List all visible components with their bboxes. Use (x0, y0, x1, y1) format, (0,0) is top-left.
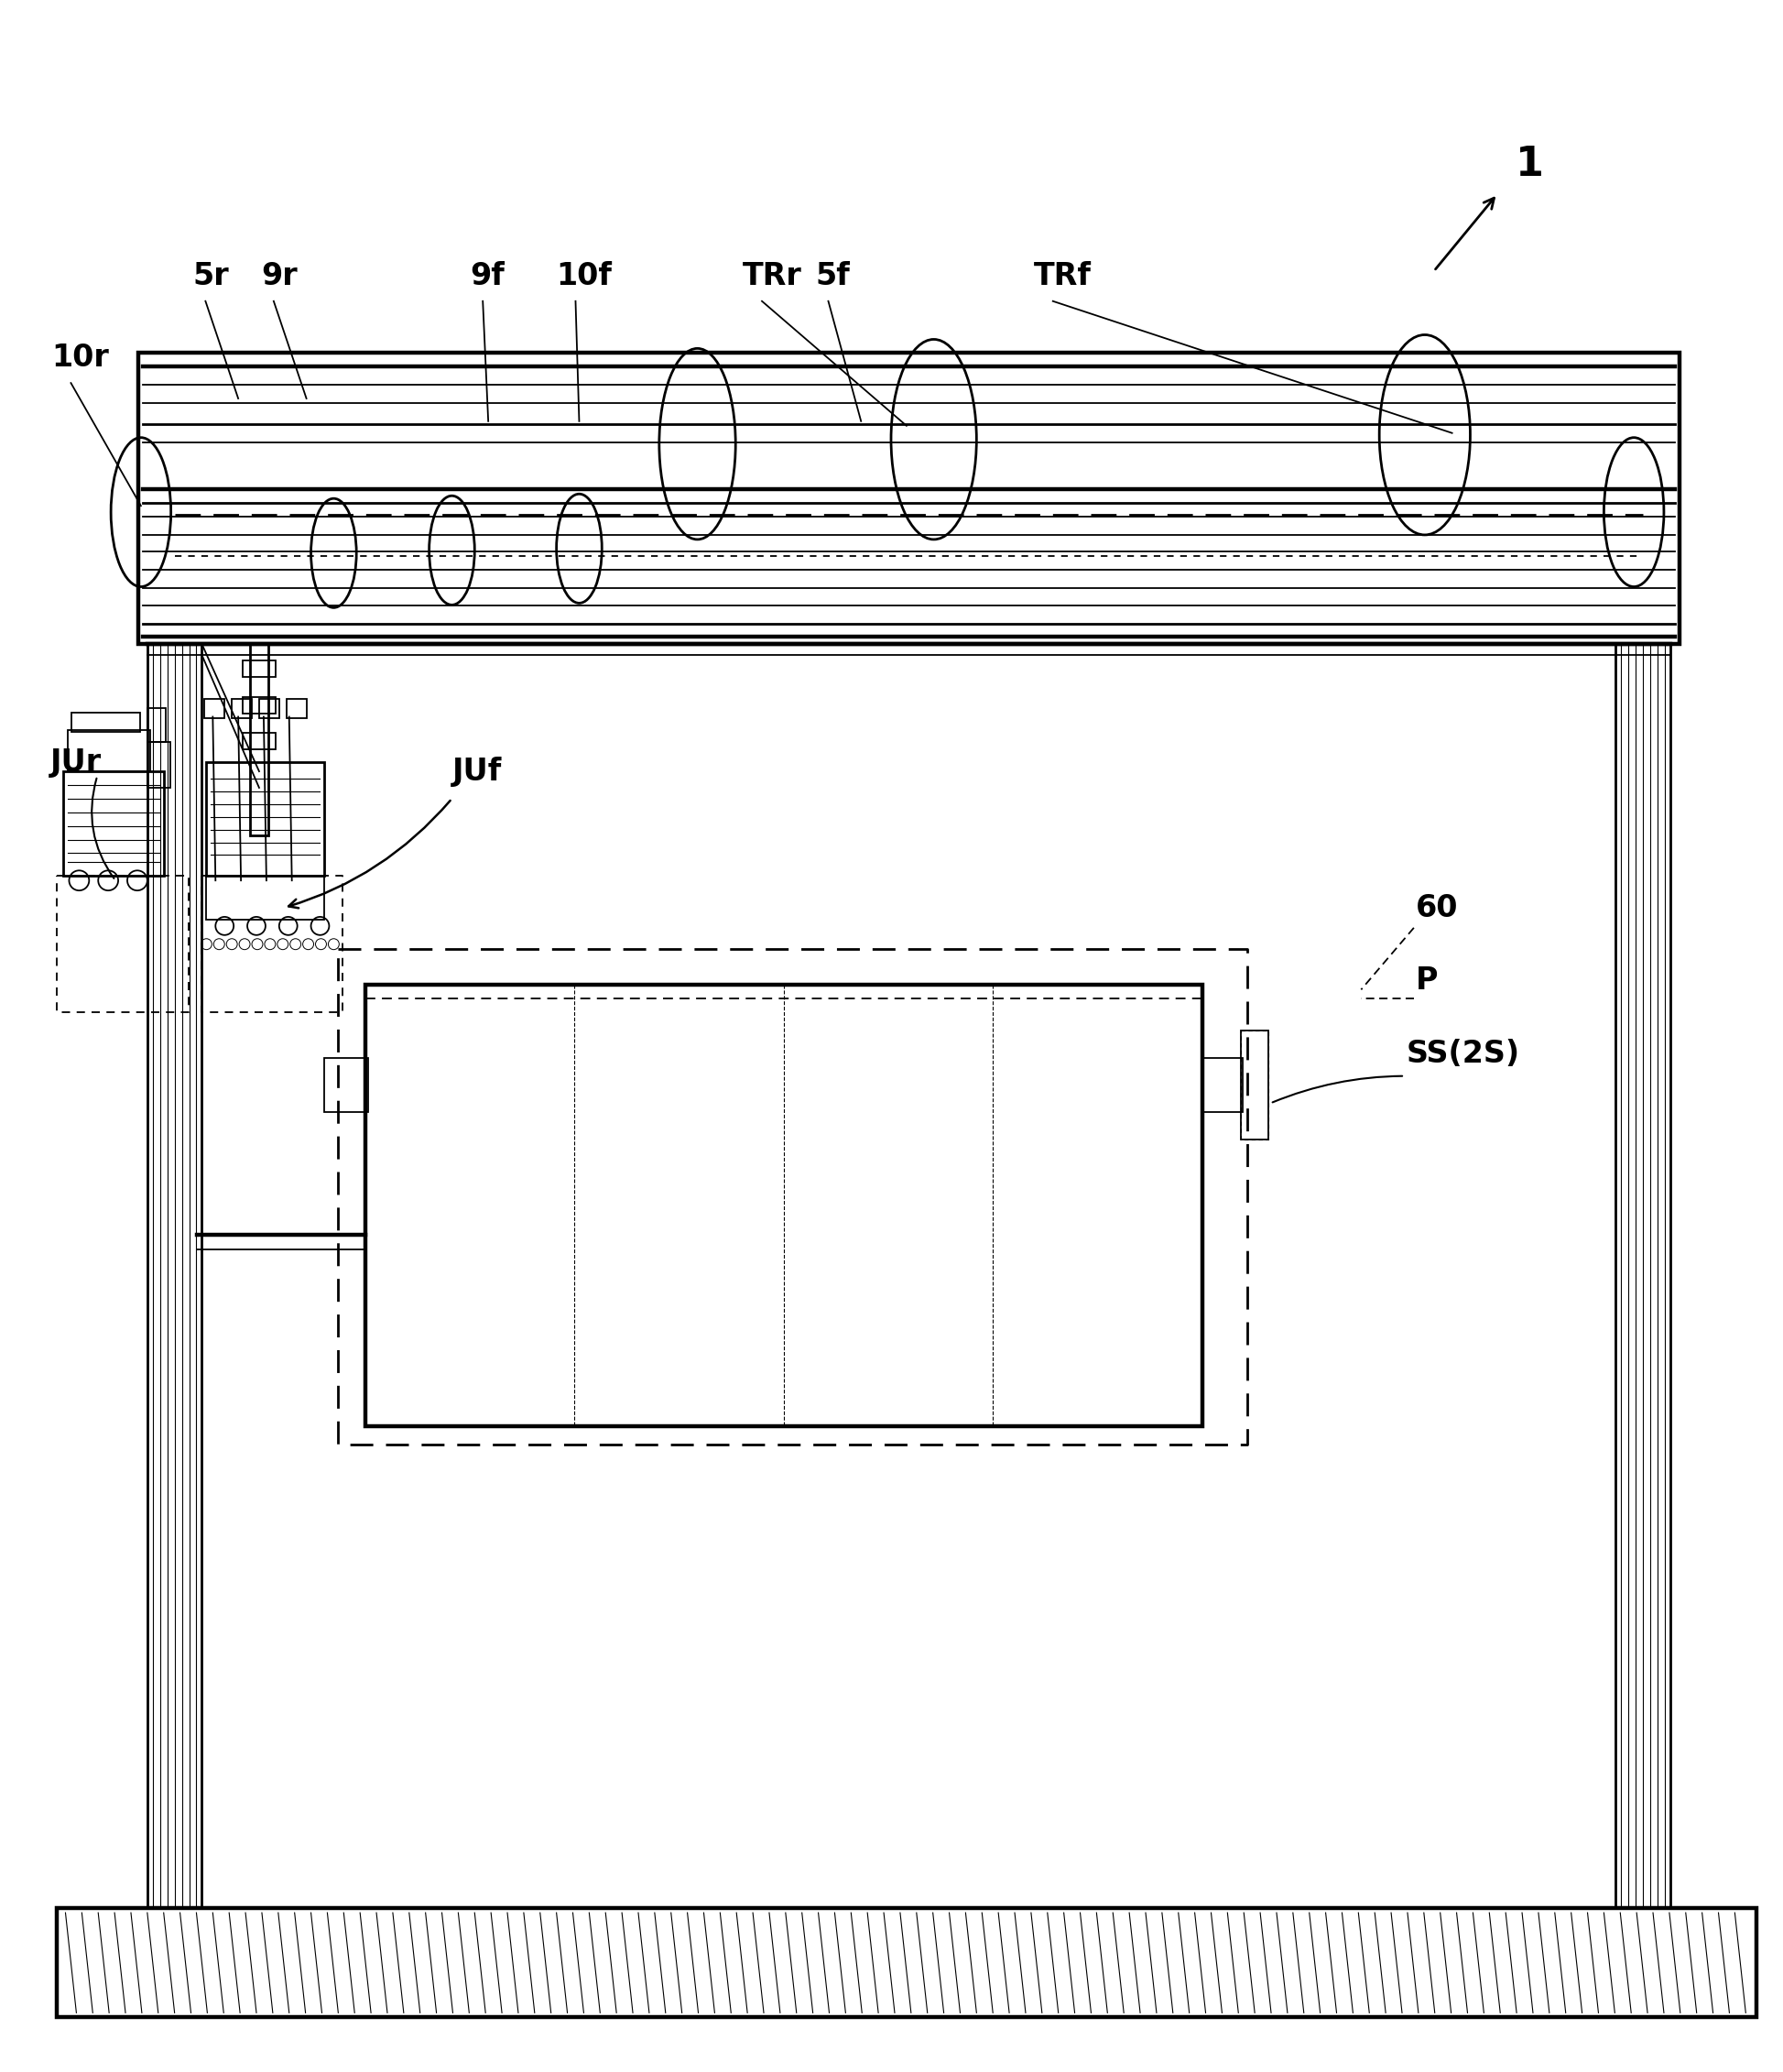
Text: 5r: 5r (193, 261, 228, 292)
Bar (207, 762, 325, 876)
Bar (57, 1908, 1756, 2018)
Text: 60: 60 (1416, 893, 1458, 924)
Bar (242, 733, 276, 750)
Bar (1615, 644, 1671, 1908)
Text: TRf: TRf (1034, 261, 1091, 292)
Bar (232, 698, 251, 719)
Bar (1202, 1059, 1243, 1113)
Bar (68, 731, 150, 771)
Bar (242, 661, 276, 678)
Bar (325, 1059, 369, 1113)
Bar (148, 644, 201, 1908)
Bar (139, 352, 1680, 644)
Bar (64, 771, 164, 876)
Text: 1: 1 (1516, 145, 1544, 184)
Text: SS(2S): SS(2S) (1407, 1038, 1521, 1069)
Bar (242, 696, 276, 713)
Bar (250, 644, 267, 835)
Bar (148, 709, 166, 742)
Bar (366, 984, 1202, 1426)
Text: JUr: JUr (50, 748, 102, 777)
Text: TRr: TRr (744, 261, 802, 292)
Bar (148, 742, 169, 787)
Text: P: P (1416, 966, 1439, 997)
Bar (259, 698, 280, 719)
Text: 9f: 9f (471, 261, 505, 292)
Text: 9r: 9r (260, 261, 298, 292)
Text: 5f: 5f (815, 261, 850, 292)
Text: JUf: JUf (451, 756, 501, 787)
Text: 10r: 10r (52, 342, 109, 373)
Bar (287, 698, 307, 719)
Bar (1241, 1030, 1268, 1140)
Bar (207, 876, 325, 920)
Bar (205, 698, 225, 719)
Bar (71, 713, 141, 731)
Text: 10f: 10f (556, 261, 612, 292)
